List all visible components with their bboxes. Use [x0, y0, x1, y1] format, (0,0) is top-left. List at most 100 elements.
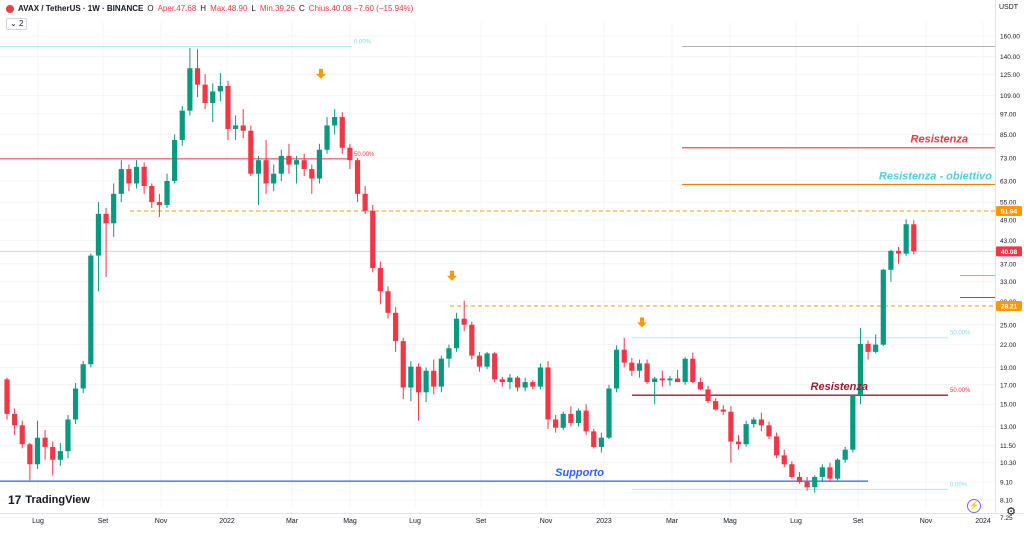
candle[interactable]	[43, 430, 48, 460]
candle[interactable]	[27, 443, 32, 480]
currency-label[interactable]: USDT	[999, 4, 1018, 11]
candle[interactable]	[484, 352, 489, 369]
candle[interactable]	[35, 421, 40, 469]
candle[interactable]	[660, 371, 665, 387]
candle[interactable]	[744, 421, 749, 447]
indicators-toggle[interactable]: ⌄ 2	[6, 18, 27, 30]
candle[interactable]	[210, 83, 215, 122]
candle[interactable]	[180, 106, 185, 146]
candle[interactable]	[73, 383, 78, 424]
annotation-label[interactable]: Supporto	[555, 467, 604, 479]
candle[interactable]	[584, 404, 589, 435]
arrow-down-icon[interactable]	[637, 317, 647, 327]
candle[interactable]	[759, 413, 764, 432]
candle[interactable]	[96, 202, 101, 291]
candle[interactable]	[865, 340, 870, 359]
candle[interactable]	[324, 117, 329, 154]
arrow-down-icon[interactable]	[316, 69, 326, 79]
candle[interactable]	[149, 183, 154, 207]
candle[interactable]	[225, 81, 230, 140]
candle[interactable]	[340, 112, 345, 154]
candle[interactable]	[675, 370, 680, 382]
candle[interactable]	[721, 405, 726, 415]
candle[interactable]	[142, 162, 147, 193]
candle[interactable]	[888, 250, 893, 282]
candle[interactable]	[690, 353, 695, 383]
candle[interactable]	[164, 174, 169, 208]
candle[interactable]	[881, 269, 886, 346]
candle[interactable]	[599, 433, 604, 453]
candle[interactable]	[65, 415, 70, 458]
candle[interactable]	[408, 361, 413, 401]
candle[interactable]	[652, 377, 657, 405]
candle[interactable]	[896, 247, 901, 264]
price-tag[interactable]: 28.21	[996, 301, 1022, 311]
candle[interactable]	[88, 254, 93, 368]
candle[interactable]	[698, 378, 703, 391]
candle[interactable]	[363, 186, 368, 214]
candle[interactable]	[843, 447, 848, 463]
arrow-down-icon[interactable]	[447, 271, 457, 281]
candle[interactable]	[507, 374, 512, 389]
candle[interactable]	[393, 307, 398, 352]
candle[interactable]	[50, 442, 55, 476]
candle[interactable]	[378, 262, 383, 305]
candle[interactable]	[576, 408, 581, 426]
candle[interactable]	[568, 406, 573, 426]
candle[interactable]	[614, 345, 619, 392]
candle[interactable]	[820, 464, 825, 482]
candle[interactable]	[12, 408, 17, 435]
candle[interactable]	[523, 378, 528, 392]
candle[interactable]	[591, 429, 596, 448]
candle[interactable]	[126, 165, 131, 192]
candle[interactable]	[637, 359, 642, 377]
symbol-title[interactable]: AVAX / TetherUS · 1W · BINANCE	[18, 4, 143, 13]
candle[interactable]	[233, 115, 238, 140]
candle[interactable]	[4, 378, 9, 420]
candle[interactable]	[774, 433, 779, 459]
candle[interactable]	[317, 144, 322, 184]
candle[interactable]	[355, 158, 360, 202]
candle[interactable]	[256, 156, 261, 205]
candle[interactable]	[385, 286, 390, 318]
candle[interactable]	[401, 338, 406, 399]
candle[interactable]	[187, 48, 192, 115]
candle[interactable]	[766, 422, 771, 439]
candle[interactable]	[812, 475, 817, 492]
candle[interactable]	[530, 380, 535, 389]
candle[interactable]	[789, 461, 794, 478]
lightning-icon[interactable]: ⚡	[967, 499, 981, 513]
candle[interactable]	[370, 205, 375, 272]
candle[interactable]	[172, 134, 177, 183]
candle[interactable]	[271, 165, 276, 192]
candle[interactable]	[332, 109, 337, 134]
symbol-header[interactable]: AVAX / TetherUS · 1W · BINANCE O Aper.47…	[6, 4, 413, 13]
candle[interactable]	[263, 140, 268, 194]
candle[interactable]	[782, 450, 787, 468]
candle[interactable]	[462, 301, 467, 332]
annotation-label[interactable]: Resistenza	[811, 381, 868, 393]
candle[interactable]	[111, 183, 116, 236]
candle[interactable]	[728, 406, 733, 462]
annotation-label[interactable]: Resistenza - obiettivo	[879, 170, 992, 182]
candle[interactable]	[454, 313, 459, 352]
candle[interactable]	[416, 363, 421, 420]
candle[interactable]	[805, 477, 810, 491]
candle[interactable]	[545, 361, 550, 429]
candle[interactable]	[683, 357, 688, 385]
candle[interactable]	[515, 376, 520, 391]
gear-icon[interactable]: ⚙	[1006, 505, 1016, 518]
candle[interactable]	[644, 359, 649, 383]
candle[interactable]	[561, 412, 566, 430]
price-tag[interactable]: 40.08	[996, 246, 1022, 256]
candle[interactable]	[713, 398, 718, 410]
candle[interactable]	[81, 361, 86, 393]
candle[interactable]	[134, 160, 139, 188]
candle[interactable]	[119, 160, 124, 202]
annotation-label[interactable]: Resistenza	[911, 134, 968, 146]
candle[interactable]	[827, 463, 832, 482]
candle[interactable]	[20, 421, 25, 449]
candle[interactable]	[279, 150, 284, 181]
candle[interactable]	[203, 74, 208, 109]
